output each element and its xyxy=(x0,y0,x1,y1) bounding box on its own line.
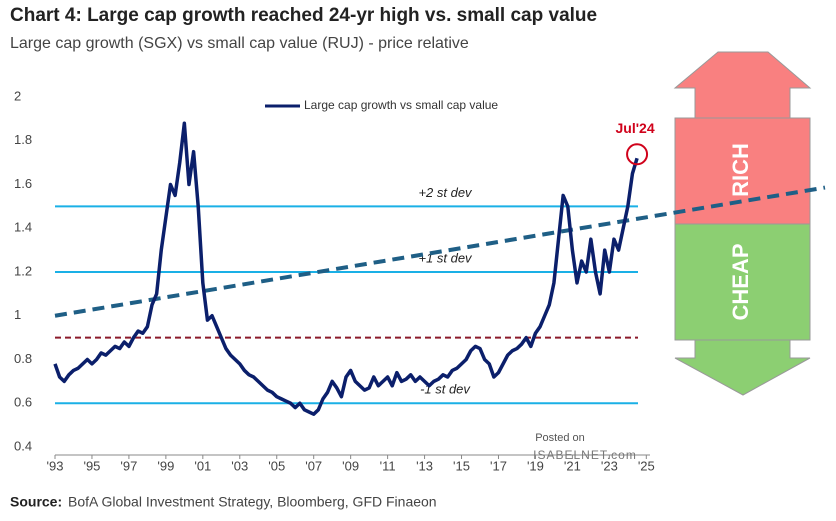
x-tick-label: '09 xyxy=(342,458,359,473)
source-label: Source: xyxy=(10,494,62,510)
x-tick-label: '97 xyxy=(120,458,137,473)
series-line xyxy=(53,121,639,416)
x-tick-label: '11 xyxy=(380,458,396,473)
x-tick-label: '13 xyxy=(416,458,433,473)
legend-label: Large cap growth vs small cap value xyxy=(304,98,498,112)
x-tick-label: '03 xyxy=(231,458,248,473)
watermark: ISABELNET.com xyxy=(533,448,637,462)
y-tick-label: 1.8 xyxy=(14,132,32,147)
x-tick-label: '01 xyxy=(194,458,211,473)
highlight-circle xyxy=(626,143,649,166)
x-tick-label: '21 xyxy=(564,458,581,473)
zone-arrows xyxy=(673,51,812,396)
trend-line xyxy=(54,185,826,318)
x-tick-label: '17 xyxy=(490,458,507,473)
y-tick-label: 0.6 xyxy=(14,395,32,410)
y-tick-label: 1 xyxy=(14,307,21,322)
source: BofA Global Investment Strategy, Bloombe… xyxy=(68,494,437,510)
highlight-label: Jul'24 xyxy=(615,120,654,136)
rich-arrow xyxy=(673,51,812,119)
x-tick-label: '25 xyxy=(638,458,655,473)
reference-label: -1 st dev xyxy=(420,382,471,397)
x-tick-label: '23 xyxy=(601,458,618,473)
x-tick-label: '19 xyxy=(527,458,544,473)
reference-label: +1 st dev xyxy=(418,250,473,265)
x-tick-label: '07 xyxy=(305,458,322,473)
cheap-arrow xyxy=(674,339,811,396)
y-tick-label: 1.2 xyxy=(14,263,32,278)
cheap-box xyxy=(674,223,811,341)
x-tick-label: '93 xyxy=(47,458,64,473)
y-tick-label: 0.8 xyxy=(14,351,32,366)
x-tick-label: '15 xyxy=(453,458,470,473)
y-tick-label: 1.4 xyxy=(14,220,32,235)
chart-title: Chart 4: Large cap growth reached 24-yr … xyxy=(10,5,597,26)
y-tick-label: 2 xyxy=(14,88,21,103)
watermark: Posted on xyxy=(535,432,585,444)
y-tick-label: 1.6 xyxy=(14,176,32,191)
zone-label: CHEAP xyxy=(728,243,753,320)
x-tick-label: '95 xyxy=(83,458,100,473)
chart-subtitle: Large cap growth (SGX) vs small cap valu… xyxy=(10,35,469,52)
x-tick-label: '05 xyxy=(268,458,285,473)
x-tick-label: '99 xyxy=(157,458,174,473)
rich-box xyxy=(674,117,811,225)
y-tick-label: 0.4 xyxy=(14,438,32,453)
zone-label: RICH xyxy=(728,143,753,197)
reference-label: +2 st dev xyxy=(418,185,473,200)
